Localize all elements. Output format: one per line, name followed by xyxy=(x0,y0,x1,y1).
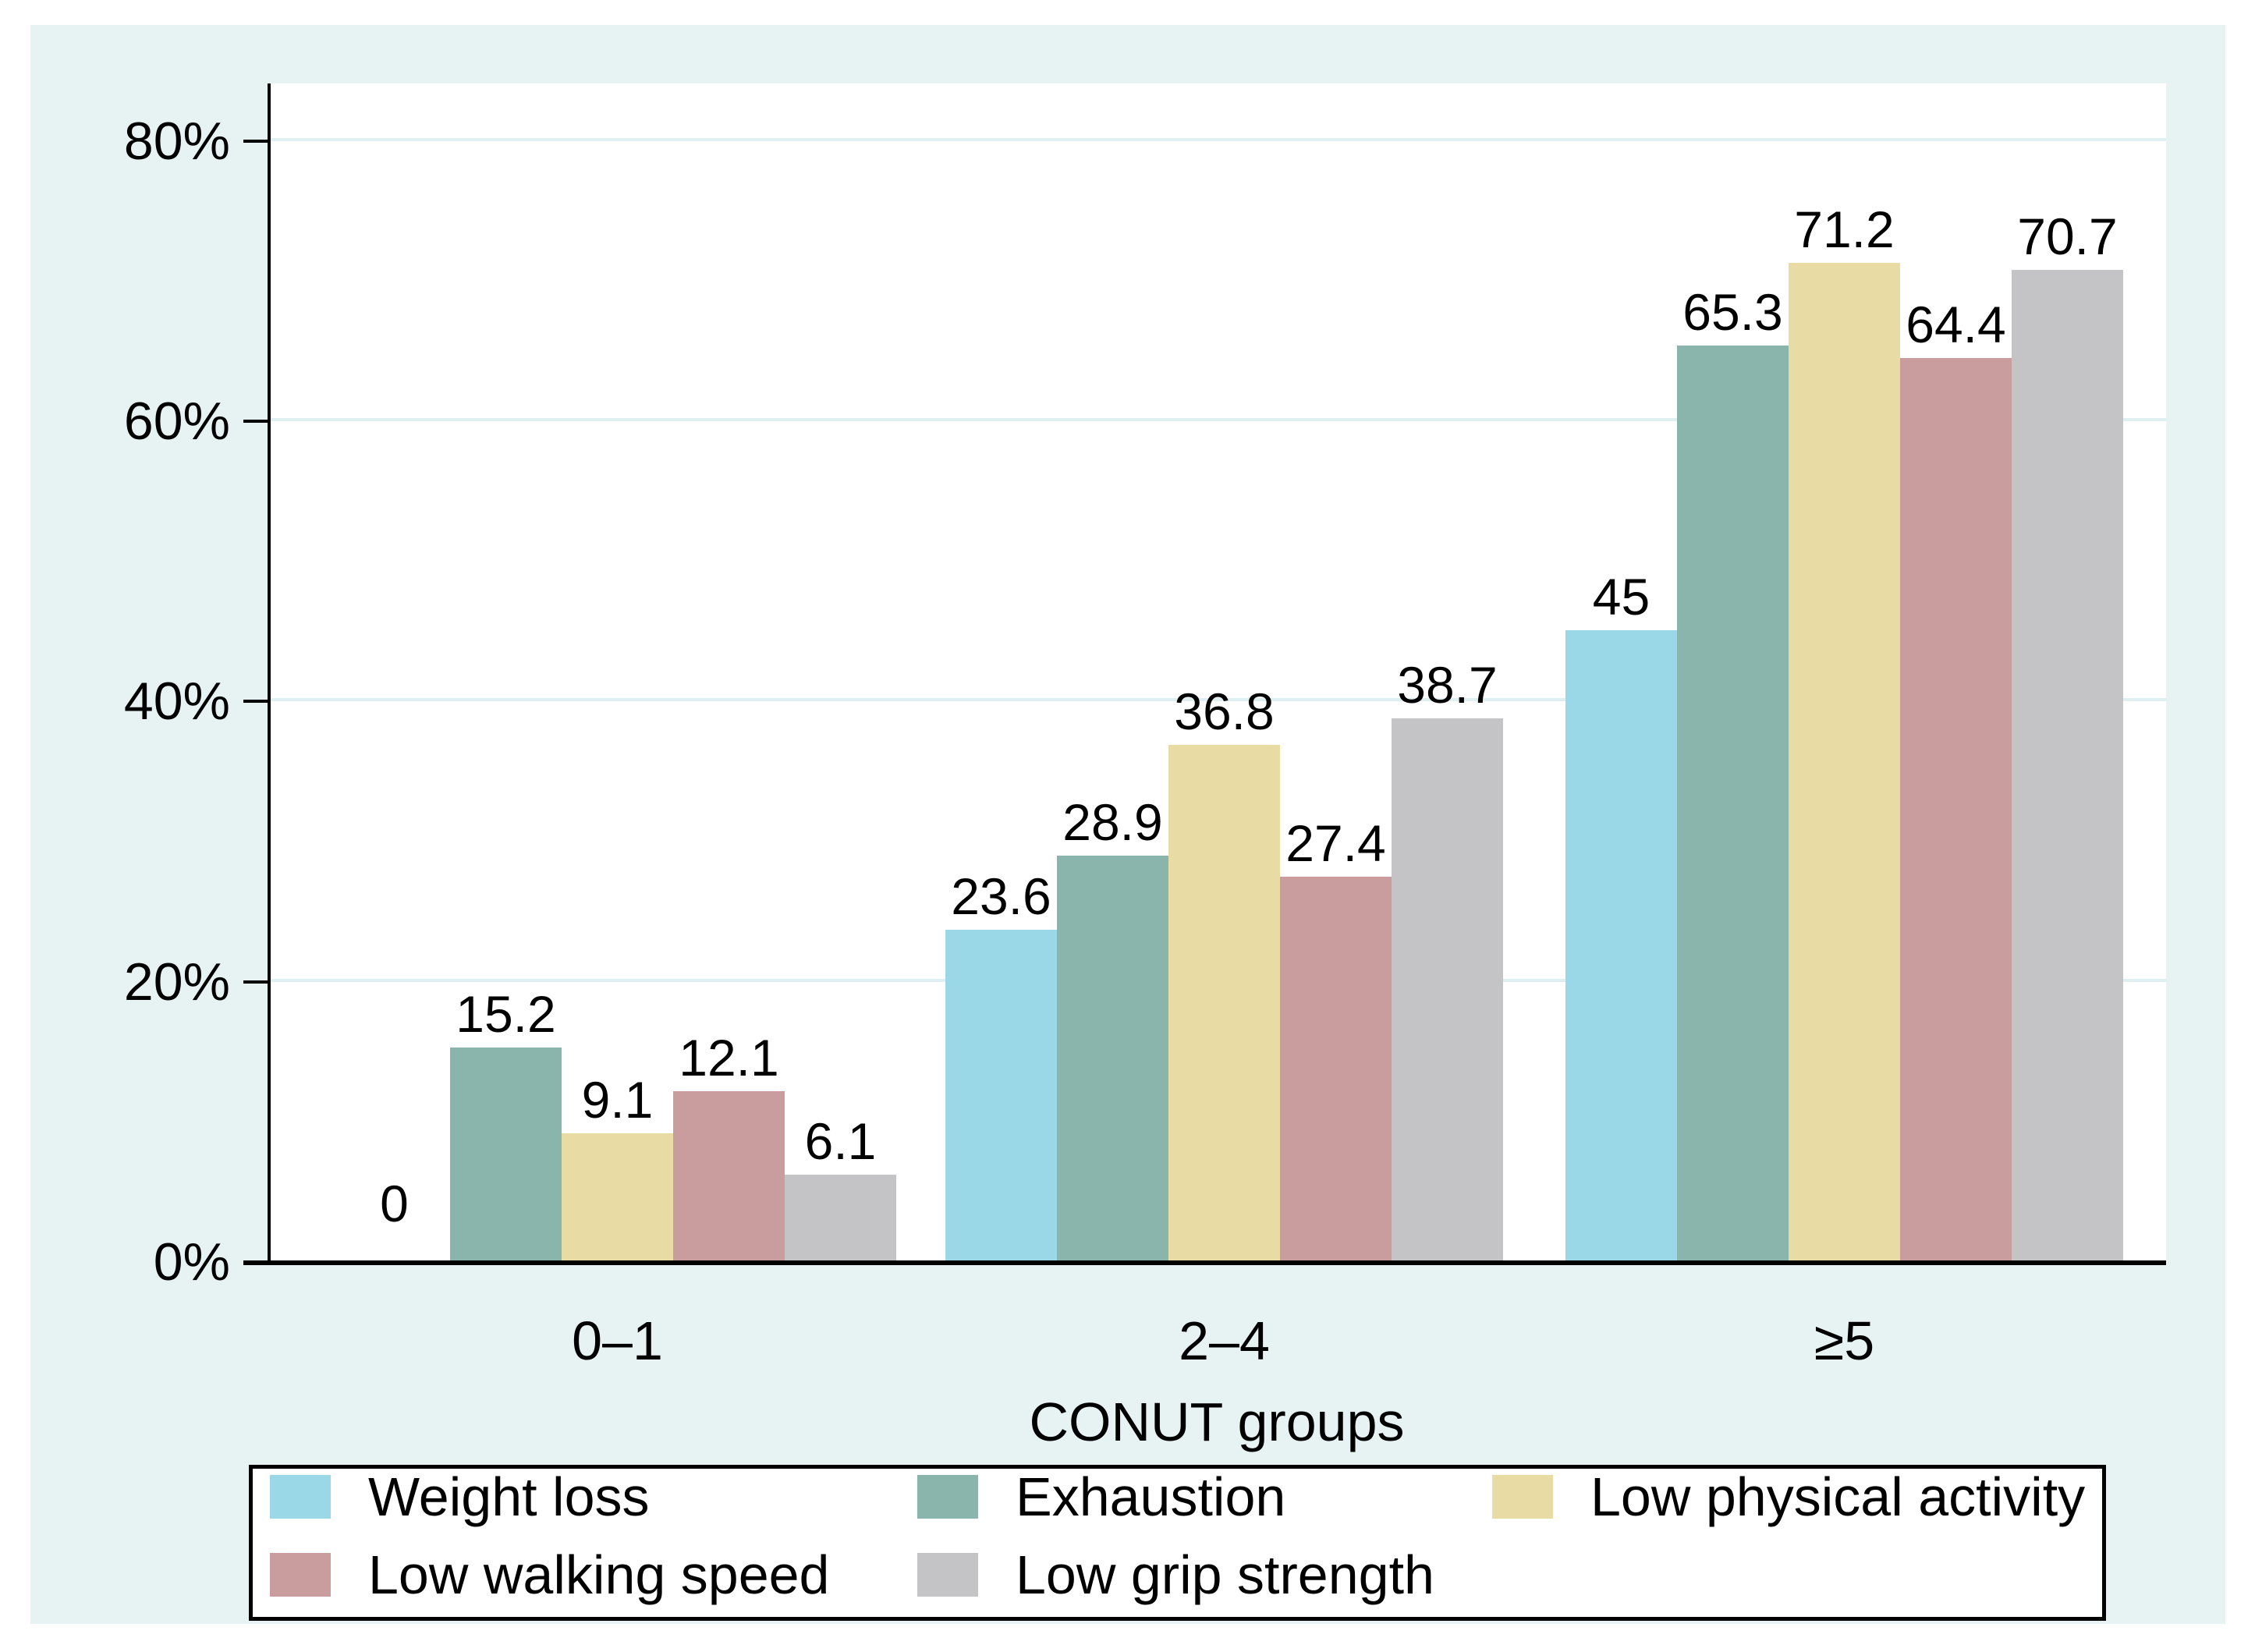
bar-value-label: 12.1 xyxy=(679,1029,779,1087)
legend-swatch xyxy=(917,1475,978,1519)
legend-label: Exhaustion xyxy=(1016,1466,1286,1527)
y-axis-line xyxy=(268,83,271,1265)
y-tick xyxy=(243,139,268,143)
legend-item-low-walking-speed: Low walking speed xyxy=(270,1544,830,1605)
legend-item-weight-loss: Weight loss xyxy=(270,1466,650,1527)
bar-group: 23.6 28.9 36.8 27.4 38.7 xyxy=(945,83,1503,1260)
x-tick-label-1: 0–1 xyxy=(572,1310,663,1371)
bar-weight-loss xyxy=(1565,630,1677,1260)
bar-low-walking-speed xyxy=(1280,877,1392,1260)
bar-value-label: 9.1 xyxy=(581,1071,654,1129)
legend-item-exhaustion: Exhaustion xyxy=(917,1466,1286,1527)
y-tick-label: 60% xyxy=(123,392,230,452)
x-tick-label-3: ≥5 xyxy=(1814,1310,1875,1371)
bar-low-physical-activity xyxy=(1168,745,1280,1260)
bar-value-label: 36.8 xyxy=(1174,682,1275,740)
bar-value-label: 38.7 xyxy=(1397,656,1498,714)
legend-label: Weight loss xyxy=(368,1466,650,1527)
y-tick xyxy=(243,980,268,984)
bar-low-walking-speed xyxy=(1900,358,2012,1260)
bar-value-label: 15.2 xyxy=(456,985,556,1043)
y-tick xyxy=(243,420,268,424)
bar-low-grip-strength xyxy=(1392,718,1503,1260)
bar-value-label: 0 xyxy=(380,1175,409,1232)
legend-swatch xyxy=(270,1553,331,1597)
y-tick xyxy=(243,700,268,704)
y-tick-label: 20% xyxy=(123,952,230,1012)
bar-low-walking-speed xyxy=(673,1091,785,1260)
bar-value-label: 23.6 xyxy=(951,867,1051,925)
legend-label: Low grip strength xyxy=(1016,1544,1434,1605)
bar-low-grip-strength xyxy=(2012,270,2123,1260)
bar-value-label: 6.1 xyxy=(804,1112,877,1170)
x-axis-line xyxy=(243,1260,2166,1265)
legend-item-low-physical-activity: Low physical activity xyxy=(1492,1466,2086,1527)
legend-item-low-grip-strength: Low grip strength xyxy=(917,1544,1434,1605)
bar-exhaustion xyxy=(450,1048,562,1260)
bar-value-label: 45 xyxy=(1592,568,1650,626)
bar-value-label: 70.7 xyxy=(2017,207,2118,265)
bar-value-label: 65.3 xyxy=(1682,283,1783,341)
y-tick-label: 80% xyxy=(123,111,230,171)
bar-low-physical-activity xyxy=(562,1133,673,1260)
bar-group: 0 15.2 9.1 12.1 6.1 xyxy=(339,83,896,1260)
bar-value-label: 28.9 xyxy=(1062,793,1163,851)
y-tick xyxy=(243,1260,268,1264)
legend-swatch xyxy=(270,1475,331,1519)
x-axis-title: CONUT groups xyxy=(1029,1391,1405,1452)
y-tick-label: 0% xyxy=(153,1232,230,1292)
gridline xyxy=(268,137,2166,141)
gridline xyxy=(268,698,2166,702)
bar-value-label: 71.2 xyxy=(1794,200,1895,258)
legend-swatch xyxy=(1492,1475,1553,1519)
bar-value-label: 27.4 xyxy=(1285,814,1386,872)
legend: Weight loss Exhaustion Low physical activi… xyxy=(249,1465,2106,1621)
bar-exhaustion xyxy=(1057,856,1168,1260)
legend-label: Low walking speed xyxy=(368,1544,830,1605)
plot-area: 0 15.2 9.1 12.1 6.1 23.6 28.9 36.8 27.4 38.7 45 65.… xyxy=(268,83,2166,1260)
bar-group: 45 65.3 71.2 64.4 70.7 xyxy=(1565,83,2123,1260)
legend-swatch xyxy=(917,1553,978,1597)
y-tick-label: 40% xyxy=(123,672,230,732)
bar-value-label: 64.4 xyxy=(1906,296,2006,353)
bar-weight-loss xyxy=(945,930,1057,1260)
bar-exhaustion xyxy=(1677,346,1789,1260)
legend-label: Low physical activity xyxy=(1590,1466,2086,1527)
x-tick-label-2: 2–4 xyxy=(1179,1310,1270,1371)
bar-low-grip-strength xyxy=(785,1175,896,1260)
graph-region: 0 15.2 9.1 12.1 6.1 23.6 28.9 36.8 27.4 38.7 45 65.… xyxy=(30,25,2225,1624)
bar-low-physical-activity xyxy=(1789,263,1900,1260)
gridline xyxy=(268,418,2166,422)
